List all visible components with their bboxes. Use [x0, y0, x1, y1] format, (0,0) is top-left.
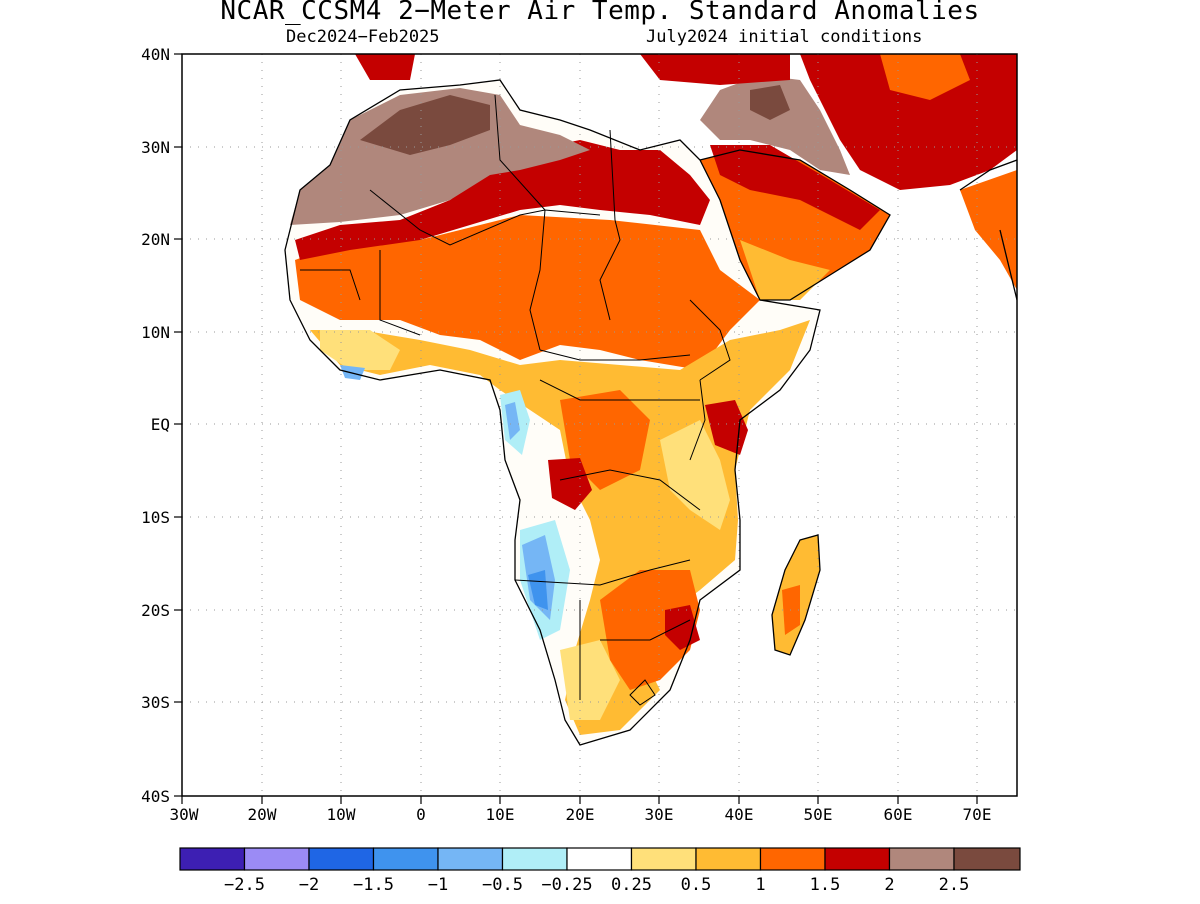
anomaly-orange-india [960, 170, 1017, 290]
legend-swatch [501, 847, 568, 871]
anomaly-brown-sahara [290, 88, 590, 225]
longitude-axis [181, 796, 978, 804]
legend-label: −1 [428, 875, 448, 895]
legend-label: 0.25 [611, 875, 652, 895]
legend-label: 2 [884, 875, 894, 895]
anomaly-red-arabia [710, 145, 880, 230]
legend-label: −2 [299, 875, 319, 895]
lat-label: 40S [141, 787, 170, 806]
color-bar-labels: −2.5 −2 −1.5 −1 −0.5 −0.25 0.25 0.5 1 1.… [224, 875, 969, 895]
legend-swatch [372, 847, 439, 871]
lat-label: 20S [141, 601, 170, 620]
lat-label: 40N [141, 45, 170, 64]
longitude-labels: 30W 20W 10W 0 10E 20E 30E 40E 50E 60E 70… [170, 805, 992, 824]
legend-swatch [824, 847, 891, 871]
lon-label: 60E [884, 805, 913, 824]
anomaly-darkbrown-sahara [360, 95, 490, 155]
coastlines [284, 79, 1017, 746]
lon-label: 20E [566, 805, 595, 824]
legend-label: 2.5 [939, 875, 970, 895]
legend-swatch [630, 847, 697, 871]
legend-swatch [437, 847, 504, 871]
legend-label: −1.5 [353, 875, 394, 895]
anomaly-orange-south [600, 570, 700, 690]
map-title: NCAR_CCSM4 2−Meter Air Temp. Standard An… [220, 0, 980, 26]
legend-swatch [759, 847, 826, 871]
anomaly-red-sahara [295, 140, 710, 260]
legend-label: 0.5 [681, 875, 712, 895]
anomaly-red-europe [640, 54, 790, 85]
anomaly-yellow-yemen [740, 240, 830, 300]
legend-swatch [179, 847, 246, 871]
legend-label: −0.25 [541, 875, 592, 895]
lon-label: 0 [416, 805, 426, 824]
anomaly-red-angola [548, 458, 592, 510]
anomaly-shading [285, 54, 1017, 745]
latitude-labels: 40N 30N 20N 10N EQ 10S 20S 30S 40S [141, 45, 170, 806]
anomaly-orange-iran [880, 54, 970, 100]
anomaly-yellow-band [310, 320, 810, 735]
anomaly-blue-congo [505, 402, 520, 440]
lon-label: 30E [645, 805, 674, 824]
lat-label: EQ [151, 415, 170, 434]
legend-label: 1.5 [810, 875, 841, 895]
lon-label: 10W [327, 805, 356, 824]
initial-conditions-label: July2024 initial conditions [646, 27, 923, 47]
anomaly-brown-middle-east [700, 75, 850, 175]
lat-label: 10N [141, 323, 170, 342]
lon-label: 50E [804, 805, 833, 824]
country-borders [300, 94, 731, 706]
legend-swatch [566, 847, 633, 871]
anomaly-pale-yellow-west [320, 330, 400, 370]
anomaly-darkbrown-middle-east [750, 85, 790, 120]
latitude-axis [174, 53, 182, 797]
lat-label: 30S [141, 693, 170, 712]
anomaly-red-north-coast [355, 54, 415, 80]
lon-label: 30W [170, 805, 199, 824]
legend-label: 1 [755, 875, 765, 895]
anomaly-red-mozambique [665, 605, 700, 650]
legend-swatch [695, 847, 762, 871]
legend-label: −0.5 [482, 875, 523, 895]
legend-label: −2.5 [224, 875, 265, 895]
lon-label: 20W [248, 805, 277, 824]
lat-label: 20N [141, 230, 170, 249]
anomaly-pale-yellow-south [560, 640, 620, 720]
anomaly-red-iran [800, 54, 1017, 190]
legend-swatch [308, 847, 375, 871]
season-label: Dec2024−Feb2025 [286, 27, 440, 47]
lat-label: 30N [141, 138, 170, 157]
anomaly-midblue-namibia [528, 570, 548, 610]
color-bar [179, 847, 1021, 871]
lon-label: 40E [725, 805, 754, 824]
anomaly-orange-area [295, 215, 760, 370]
plot-frame [181, 53, 1018, 797]
anomaly-pale-yellow-east [660, 420, 730, 530]
legend-swatch [888, 847, 955, 871]
lat-label: 10S [141, 508, 170, 527]
legend-swatch [243, 847, 310, 871]
legend-swatch [953, 847, 1021, 871]
lon-label: 70E [963, 805, 992, 824]
lon-label: 10E [486, 805, 515, 824]
